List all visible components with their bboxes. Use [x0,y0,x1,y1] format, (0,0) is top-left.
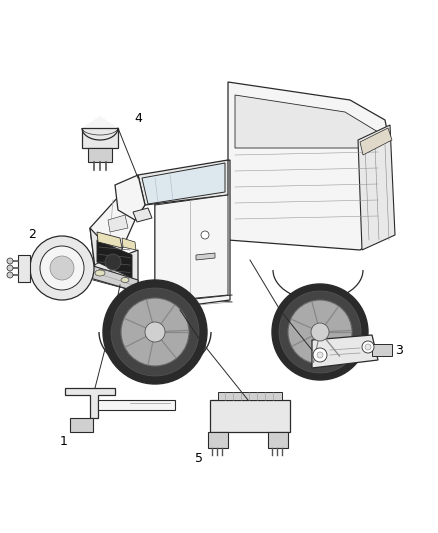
Polygon shape [108,215,128,232]
Polygon shape [98,400,175,410]
Circle shape [365,344,371,350]
Polygon shape [218,392,282,400]
Polygon shape [82,128,118,148]
Polygon shape [122,238,136,250]
Polygon shape [97,232,122,248]
Circle shape [311,323,329,341]
Polygon shape [235,95,378,148]
Circle shape [7,272,13,278]
Circle shape [272,284,368,380]
Polygon shape [70,418,93,432]
Circle shape [121,298,189,366]
Polygon shape [358,125,395,250]
Circle shape [362,341,374,353]
Circle shape [105,254,121,270]
Polygon shape [90,175,145,268]
Circle shape [313,348,327,362]
Text: 1: 1 [60,435,68,448]
Polygon shape [65,388,115,418]
Circle shape [317,352,323,358]
Polygon shape [312,335,378,368]
Polygon shape [133,208,152,222]
Polygon shape [142,163,225,204]
Polygon shape [155,160,230,310]
Circle shape [145,322,165,342]
Polygon shape [360,128,392,155]
Polygon shape [228,82,390,250]
Text: 5: 5 [195,452,203,465]
Polygon shape [208,432,228,448]
Polygon shape [90,265,138,292]
Polygon shape [196,253,215,260]
Text: 3: 3 [395,343,403,357]
Circle shape [279,291,361,373]
Polygon shape [88,148,112,162]
Circle shape [7,265,13,271]
Polygon shape [82,116,118,128]
Polygon shape [90,228,138,290]
Circle shape [30,236,94,300]
Ellipse shape [95,270,105,276]
Polygon shape [138,160,228,205]
Polygon shape [115,175,145,220]
Circle shape [40,246,84,290]
Circle shape [103,280,207,384]
Polygon shape [97,240,132,278]
Circle shape [7,258,13,264]
Circle shape [201,231,209,239]
Polygon shape [18,255,30,282]
Polygon shape [155,195,228,302]
Text: 4: 4 [134,112,142,125]
Circle shape [50,256,74,280]
Text: 2: 2 [28,228,36,241]
Circle shape [288,300,352,364]
Polygon shape [268,432,288,448]
Ellipse shape [121,278,129,282]
Polygon shape [372,344,392,356]
Polygon shape [210,400,290,432]
Circle shape [111,288,199,376]
